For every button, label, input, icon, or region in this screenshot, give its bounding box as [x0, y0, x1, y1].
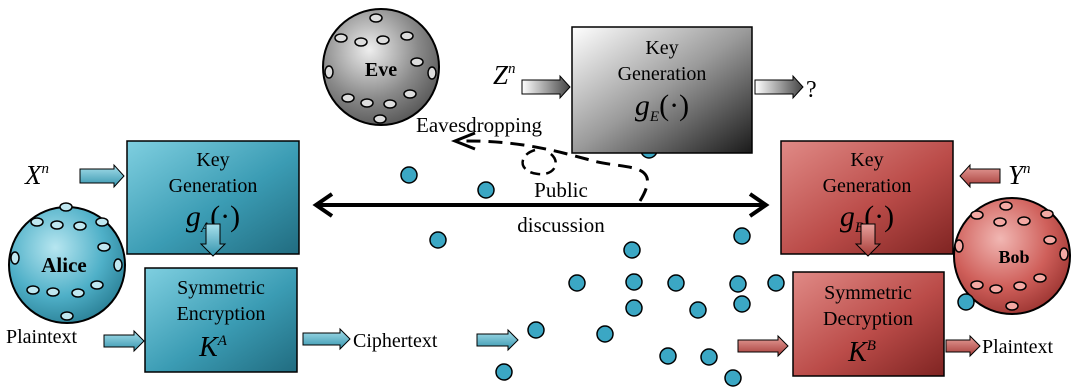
ciphertext-arrow-2	[476, 328, 519, 352]
encryption-line2: Encryption	[177, 303, 266, 325]
bob-keygen-line1: Key	[850, 149, 883, 171]
alice-keygen-line1: Key	[196, 149, 229, 171]
decryption-line2: Decryption	[823, 308, 913, 330]
ciphertext-label: Ciphertext	[353, 330, 438, 352]
eve-label: Eve	[365, 59, 397, 81]
eve-input-arrow	[521, 74, 571, 100]
bob-label: Bob	[998, 247, 1029, 267]
public-arrow-left-head	[312, 192, 334, 218]
bob-input-arrow	[959, 163, 1001, 189]
eve-input-label: Zn	[493, 60, 516, 90]
public-arrow-right-head	[748, 192, 770, 218]
plaintext-out-label: Plaintext	[982, 336, 1054, 358]
plaintext-in-label: Plaintext	[6, 326, 78, 348]
ciphertext-arrow-1	[302, 327, 351, 351]
eve-keygen-line2: Generation	[618, 63, 707, 85]
alice-input-label: Xn	[24, 160, 49, 190]
alice-down-arrow	[199, 223, 227, 257]
decryption-line1: Symmetric	[824, 282, 912, 304]
eve-output-question: ?	[806, 77, 817, 103]
alice-globe-icon: Alice	[8, 202, 126, 324]
decryption-input-arrow	[737, 334, 789, 358]
alice-keygen-line2: Generation	[169, 175, 258, 197]
eavesdrop-path	[459, 139, 649, 202]
encryption-key: KA	[198, 332, 228, 363]
eve-keygen-line1: Key	[645, 37, 678, 59]
bob-globe-icon: Bob	[953, 197, 1071, 315]
alice-label: Alice	[41, 253, 86, 277]
bob-input-label: Yn	[1008, 160, 1031, 190]
bob-down-arrow	[854, 223, 882, 257]
eve-keygen-func: gE(·)	[635, 89, 689, 125]
discussion-label: discussion	[517, 213, 605, 237]
bob-keygen-line2: Generation	[823, 175, 912, 197]
plaintext-in-arrow	[103, 329, 145, 353]
alice-key-generation-box: Key Generation gA(·)	[126, 140, 300, 255]
encryption-line1: Symmetric	[177, 277, 265, 299]
eavesdrop-loop	[521, 148, 557, 176]
decryption-key: KB	[847, 337, 876, 368]
decryption-box: Symmetric Decryption KB	[792, 271, 945, 377]
encryption-box: Symmetric Encryption KA	[144, 267, 298, 373]
eve-key-generation-box: Key Generation gE(·)	[571, 26, 753, 154]
eavesdrop-arrowhead	[450, 131, 476, 151]
public-label: Public	[534, 178, 588, 202]
plaintext-out-arrow	[945, 334, 981, 358]
eve-output-arrow	[754, 74, 804, 100]
alice-input-arrow	[79, 163, 125, 189]
channel-dots	[400, 141, 975, 387]
eavesdropping-label: Eavesdropping	[416, 113, 542, 137]
eve-globe-icon: Eve	[322, 8, 440, 126]
